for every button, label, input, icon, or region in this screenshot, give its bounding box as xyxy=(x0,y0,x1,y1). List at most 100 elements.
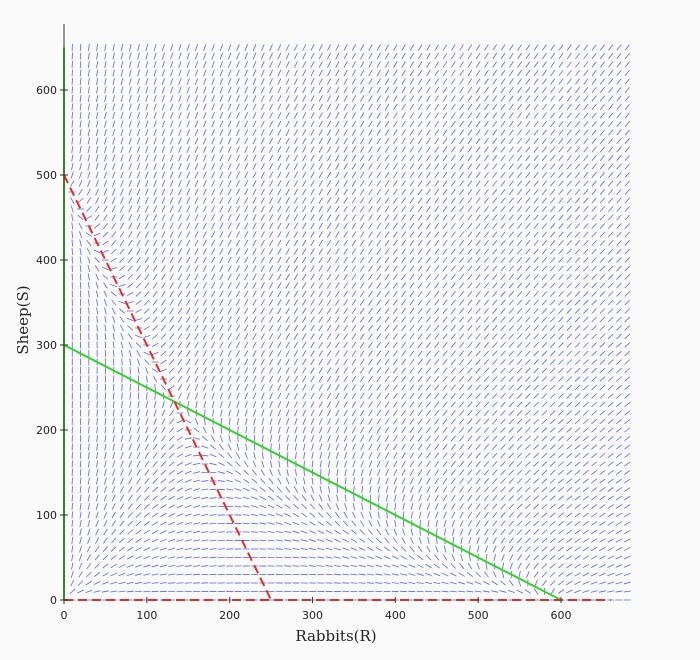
field-arrow xyxy=(128,197,132,204)
field-arrow xyxy=(193,530,201,534)
field-arrow xyxy=(426,231,431,238)
field-arrow xyxy=(244,239,249,247)
field-arrow xyxy=(442,223,448,229)
field-arrow xyxy=(401,256,406,264)
field-arrow xyxy=(409,342,415,348)
field-arrow xyxy=(326,350,332,357)
field-arrow xyxy=(93,581,101,585)
field-arrow xyxy=(335,333,340,340)
field-arrow xyxy=(467,257,473,263)
field-arrow xyxy=(184,445,192,449)
field-arrow xyxy=(384,188,390,196)
x-axis-ticks: 0 100 200 300 400 500 600 xyxy=(61,597,572,622)
field-arrow xyxy=(426,452,431,459)
field-arrow xyxy=(335,273,340,281)
field-arrow xyxy=(442,384,448,391)
field-arrow xyxy=(467,418,473,425)
field-arrow xyxy=(251,487,258,492)
field-arrow xyxy=(525,248,531,255)
field-arrow xyxy=(476,562,480,570)
field-arrow xyxy=(360,307,365,315)
field-arrow xyxy=(260,154,265,162)
field-arrow xyxy=(136,443,141,451)
field-arrow xyxy=(219,188,224,196)
field-arrow xyxy=(574,325,581,331)
field-arrow xyxy=(334,538,341,543)
field-arrow xyxy=(401,299,406,306)
field-arrow xyxy=(252,239,257,247)
field-arrow xyxy=(120,452,124,459)
field-arrow xyxy=(300,556,308,559)
field-arrow xyxy=(492,444,498,450)
field-arrow xyxy=(525,155,531,161)
field-arrow xyxy=(533,512,539,518)
field-arrow xyxy=(153,265,158,272)
field-arrow xyxy=(309,530,316,534)
field-arrow xyxy=(252,307,257,315)
field-arrow xyxy=(566,333,572,340)
field-arrow xyxy=(168,530,176,534)
field-arrow xyxy=(401,452,406,459)
field-arrow xyxy=(202,231,207,238)
field-arrow xyxy=(119,537,125,544)
field-arrow xyxy=(318,401,323,408)
field-arrow xyxy=(599,180,605,187)
field-arrow xyxy=(558,384,564,391)
field-arrow xyxy=(310,375,315,383)
field-arrow xyxy=(178,256,182,264)
field-arrow xyxy=(550,112,556,119)
field-arrow xyxy=(194,384,199,391)
field-arrow xyxy=(153,137,157,145)
field-arrow xyxy=(311,486,314,493)
field-arrow xyxy=(294,384,298,391)
field-arrow xyxy=(483,350,489,357)
field-arrow xyxy=(459,359,465,365)
field-arrow xyxy=(176,496,184,500)
field-arrow xyxy=(129,426,132,434)
field-arrow xyxy=(360,188,365,196)
field-arrow xyxy=(178,69,182,77)
field-arrow xyxy=(426,325,431,331)
field-arrow xyxy=(284,539,292,542)
field-arrow xyxy=(393,358,398,366)
field-arrow xyxy=(450,410,456,416)
field-arrow xyxy=(525,138,531,144)
field-arrow xyxy=(211,248,215,255)
field-arrow xyxy=(285,307,290,315)
field-arrow xyxy=(591,461,598,467)
field-arrow xyxy=(566,546,573,552)
field-arrow xyxy=(211,282,216,289)
field-arrow xyxy=(575,146,580,153)
field-arrow xyxy=(343,180,348,187)
field-arrow xyxy=(252,137,257,145)
field-arrow xyxy=(525,223,531,229)
field-arrow xyxy=(360,61,365,68)
field-arrow xyxy=(467,469,473,476)
field-arrow xyxy=(616,121,622,127)
field-arrow xyxy=(285,299,290,306)
field-arrow xyxy=(244,180,249,187)
field-arrow xyxy=(443,511,447,519)
field-arrow xyxy=(118,555,126,560)
field-arrow xyxy=(96,307,98,315)
field-arrow xyxy=(591,121,597,127)
field-arrow xyxy=(110,572,118,577)
field-arrow xyxy=(318,120,323,128)
field-arrow xyxy=(624,257,630,263)
field-arrow xyxy=(260,239,265,247)
field-arrow xyxy=(250,531,259,533)
field-arrow xyxy=(335,231,340,238)
field-arrow xyxy=(533,129,539,136)
field-arrow xyxy=(492,78,497,85)
field-arrow xyxy=(326,282,332,289)
field-arrow xyxy=(442,154,448,162)
field-arrow xyxy=(302,103,307,111)
field-arrow xyxy=(327,52,331,60)
field-arrow xyxy=(591,180,597,187)
field-arrow xyxy=(120,69,124,77)
field-arrow xyxy=(417,282,423,289)
field-arrow xyxy=(302,265,307,272)
field-arrow xyxy=(368,180,373,187)
field-arrow xyxy=(194,290,199,298)
field-arrow xyxy=(393,197,398,204)
